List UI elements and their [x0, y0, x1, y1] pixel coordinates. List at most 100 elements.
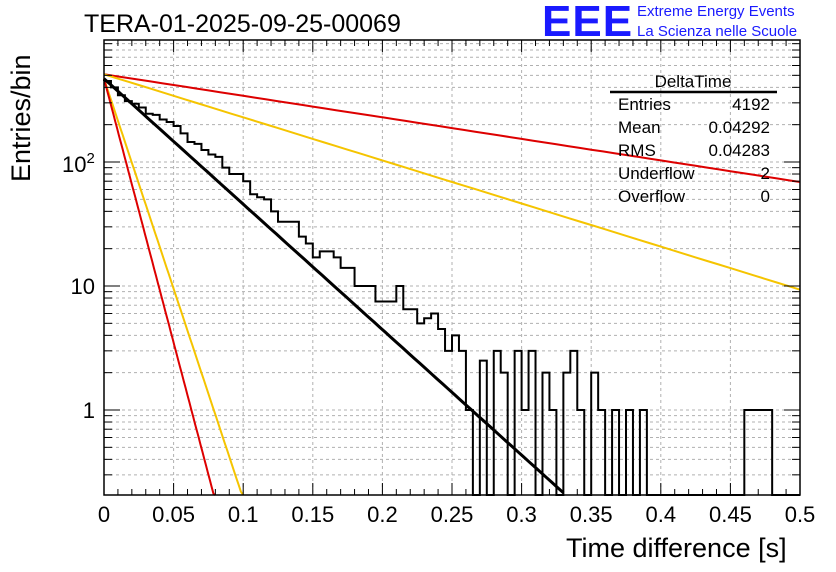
x-tick-label: 0.45 — [709, 502, 752, 527]
histogram-bin — [341, 268, 348, 495]
histogram-bin — [243, 181, 250, 495]
histogram-bin — [417, 323, 424, 495]
histogram-bin — [744, 410, 751, 495]
histogram-bin — [515, 351, 522, 495]
x-tick-label: 0.2 — [367, 502, 398, 527]
histogram-bin — [271, 211, 278, 495]
histogram-bin — [146, 114, 153, 495]
stats-label: Entries — [618, 95, 671, 114]
histogram-bin — [139, 108, 146, 495]
histogram-bin — [181, 133, 188, 495]
histogram-bin — [306, 244, 313, 495]
histogram-bin — [480, 361, 487, 495]
histogram-bin — [327, 251, 334, 495]
histogram-bin — [292, 222, 299, 495]
plot-title: TERA-01-2025-09-25-00069 — [84, 10, 401, 38]
histogram-bin — [410, 309, 417, 495]
histogram-bin — [529, 351, 536, 495]
reference-line-red-fast — [103, 78, 216, 496]
histogram-bin — [229, 174, 236, 495]
histogram-bin — [522, 410, 529, 495]
histogram-bin — [459, 351, 466, 495]
stats-value: 0.04283 — [709, 141, 770, 160]
histogram-bin — [570, 351, 577, 495]
histogram-bin — [167, 122, 174, 495]
reference-line-orange-slow — [103, 73, 801, 291]
stats-value: 0 — [761, 187, 770, 206]
y-tick-label: 1 — [83, 398, 95, 423]
histogram-bin — [250, 194, 257, 495]
histogram-bin — [313, 257, 320, 495]
x-tick-label: 0.4 — [646, 502, 677, 527]
histogram-bin — [236, 174, 243, 495]
histogram-bin — [257, 197, 264, 495]
histogram-bin — [104, 81, 111, 495]
histogram-bin — [355, 286, 362, 495]
histogram-bin — [751, 410, 758, 495]
histogram-bin — [466, 410, 473, 495]
stats-label: Underflow — [618, 164, 695, 183]
histogram-bin — [640, 410, 647, 495]
histogram-bin — [320, 251, 327, 495]
histogram-bin — [194, 144, 201, 495]
x-tick-label: 0 — [98, 502, 110, 527]
histogram-bin — [215, 157, 222, 495]
histogram-bin — [160, 120, 167, 495]
stats-title: DeltaTime — [655, 72, 732, 91]
histogram-outline — [103, 80, 800, 496]
stats-value: 0.04292 — [709, 118, 770, 137]
histogram-bin — [153, 115, 160, 495]
histogram-bin — [431, 314, 438, 495]
stats-value: 4192 — [732, 95, 770, 114]
histogram-bin — [758, 410, 765, 495]
histogram-bin — [452, 335, 459, 495]
histogram-bin — [591, 373, 598, 495]
histogram-bin — [598, 410, 605, 495]
x-tick-label: 0.5 — [785, 502, 816, 527]
x-tick-label: 0.05 — [152, 502, 195, 527]
x-tick-label: 0.25 — [431, 502, 474, 527]
histogram-bin — [424, 318, 431, 495]
brand-line-2: La Scienza nelle Scuole — [637, 23, 798, 40]
y-tick-label: 102 — [62, 150, 95, 177]
reference-lines — [103, 73, 801, 496]
fit-curve — [102, 77, 565, 494]
histogram-bin — [438, 329, 445, 495]
histogram-bin — [125, 101, 132, 495]
histogram-bin — [626, 410, 633, 495]
histogram-bin — [403, 309, 410, 495]
fit-line — [102, 77, 565, 494]
histogram-bin — [201, 150, 208, 495]
histogram-bin — [563, 373, 570, 495]
histogram-bin — [445, 351, 452, 495]
histogram-bin — [111, 87, 118, 495]
histogram-bin — [389, 301, 396, 495]
histogram-bin — [174, 126, 181, 495]
histogram — [103, 80, 800, 496]
histogram-bin — [765, 410, 772, 495]
histogram-bin — [285, 222, 292, 495]
histogram-bin — [118, 95, 125, 495]
stats-value: 2 — [761, 164, 770, 183]
histogram-bin — [501, 373, 508, 495]
histogram-bin — [208, 154, 215, 495]
x-tick-label: 0.3 — [506, 502, 537, 527]
x-tick-label: 0.35 — [570, 502, 613, 527]
histogram-bin — [278, 222, 285, 495]
axes: 0 0.05 0.1 0.15 0.2 0.25 0.3 0.35 0.4 0.45 0.5 1 10 1… — [62, 39, 816, 527]
reference-line-red-slow — [103, 73, 801, 183]
histogram-bin — [494, 351, 501, 495]
eee-logo: EEE — [542, 0, 634, 46]
histogram-bin — [188, 142, 195, 495]
x-tick-label: 0.15 — [291, 502, 334, 527]
y-tick-label: 10 — [71, 274, 95, 299]
stats-label: RMS — [618, 141, 656, 160]
histogram-bin — [299, 237, 306, 495]
stats-label: Mean — [618, 118, 661, 137]
histogram-bin — [222, 168, 229, 495]
stats-box: DeltaTime Entries 4192 Mean 0.04292 RMS 0.0428… — [610, 72, 777, 206]
histogram-bin — [612, 410, 619, 495]
reference-line-orange-fast — [103, 78, 245, 496]
brand-line-1: Extreme Energy Events — [637, 3, 795, 20]
